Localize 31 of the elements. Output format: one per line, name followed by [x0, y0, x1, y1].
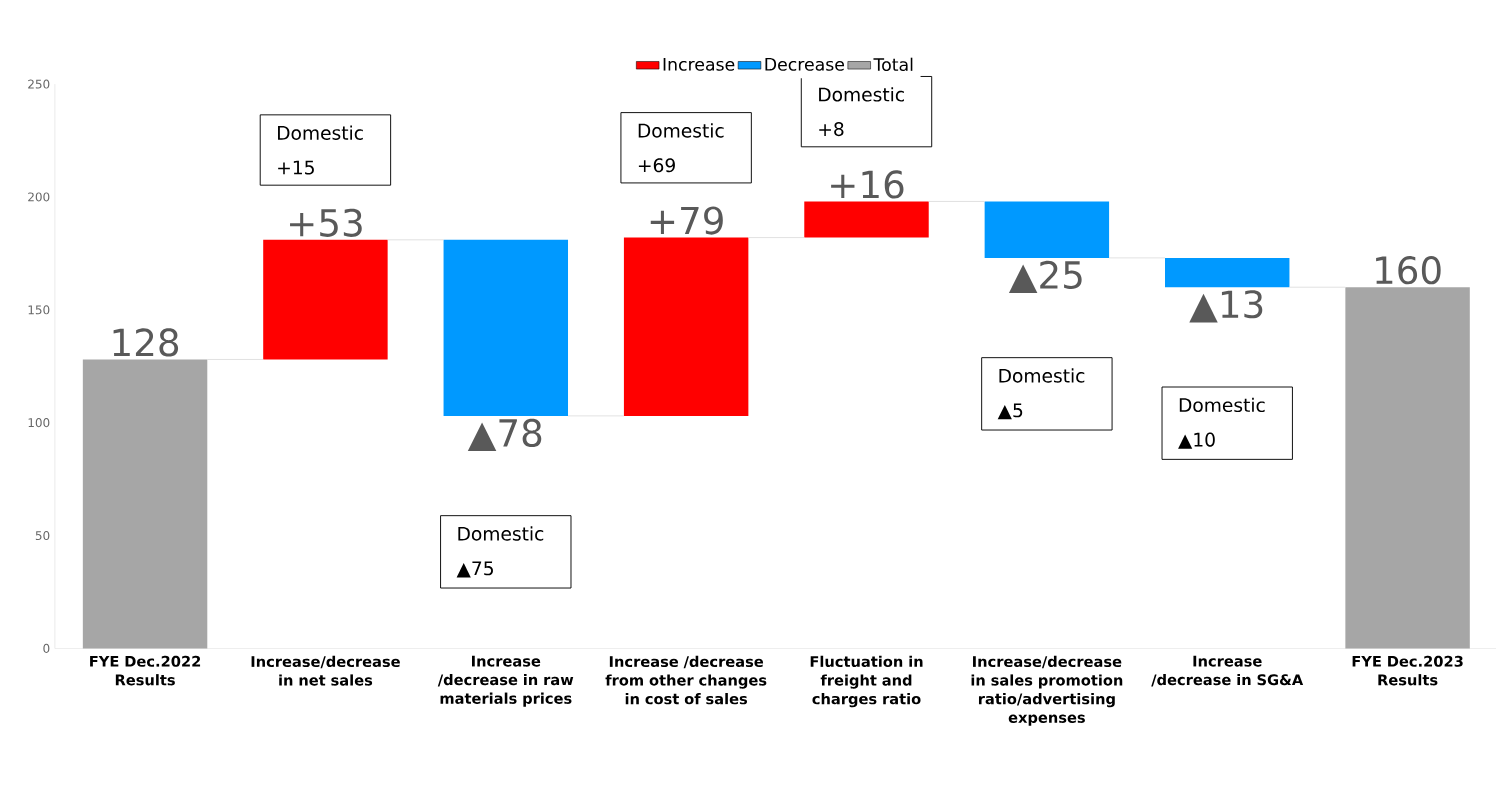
- data-label: +79: [650, 206, 723, 235]
- y-tick-label: 50: [35, 531, 50, 541]
- y-tick-label: 200: [28, 192, 50, 202]
- x-tick-label: Increase/decrease in net sales: [251, 655, 400, 686]
- x-tick-label: Increase /decrease in raw materials prices: [437, 655, 574, 707]
- x-tick-label: Increase/decrease in sales promotion ratio/advertising expenses: [971, 655, 1123, 726]
- y-tick-label: 250: [28, 79, 50, 89]
- annotation: Domestic +69: [638, 123, 724, 173]
- legend-label: Total: [873, 57, 913, 72]
- x-tick-label: FYE Dec.2022 Results: [90, 655, 201, 686]
- annotation: Domestic ▲5: [997, 368, 1085, 420]
- annotation: Domestic +15: [278, 125, 363, 175]
- legend-label: Decrease: [765, 58, 845, 71]
- x-tick-label: Fluctuation in freight and charges ratio: [810, 655, 923, 708]
- annotation: Domestic +8: [819, 87, 904, 137]
- data-label: 128: [113, 328, 179, 357]
- data-label: 160: [1376, 256, 1441, 285]
- data-label: ▲25: [1008, 260, 1082, 294]
- x-tick-label: FYE Dec.2023 Results: [1352, 655, 1463, 686]
- y-tick-label: 100: [28, 418, 50, 428]
- x-tick-label: Increase /decrease from other changes in cost of sales: [605, 655, 767, 705]
- data-label: +16: [831, 170, 904, 199]
- legend-label: Increase: [663, 58, 735, 71]
- annotation: Domestic ▲75: [456, 526, 544, 578]
- data-label: ▲78: [467, 418, 542, 452]
- x-tick-label: Increase /decrease in SG&A: [1151, 655, 1304, 687]
- annotation: Domestic ▲10: [1178, 397, 1265, 449]
- y-tick-label: 150: [28, 305, 50, 315]
- data-label: +53: [290, 208, 362, 237]
- y-tick-label: 0: [43, 643, 50, 653]
- data-label: ▲13: [1189, 290, 1263, 323]
